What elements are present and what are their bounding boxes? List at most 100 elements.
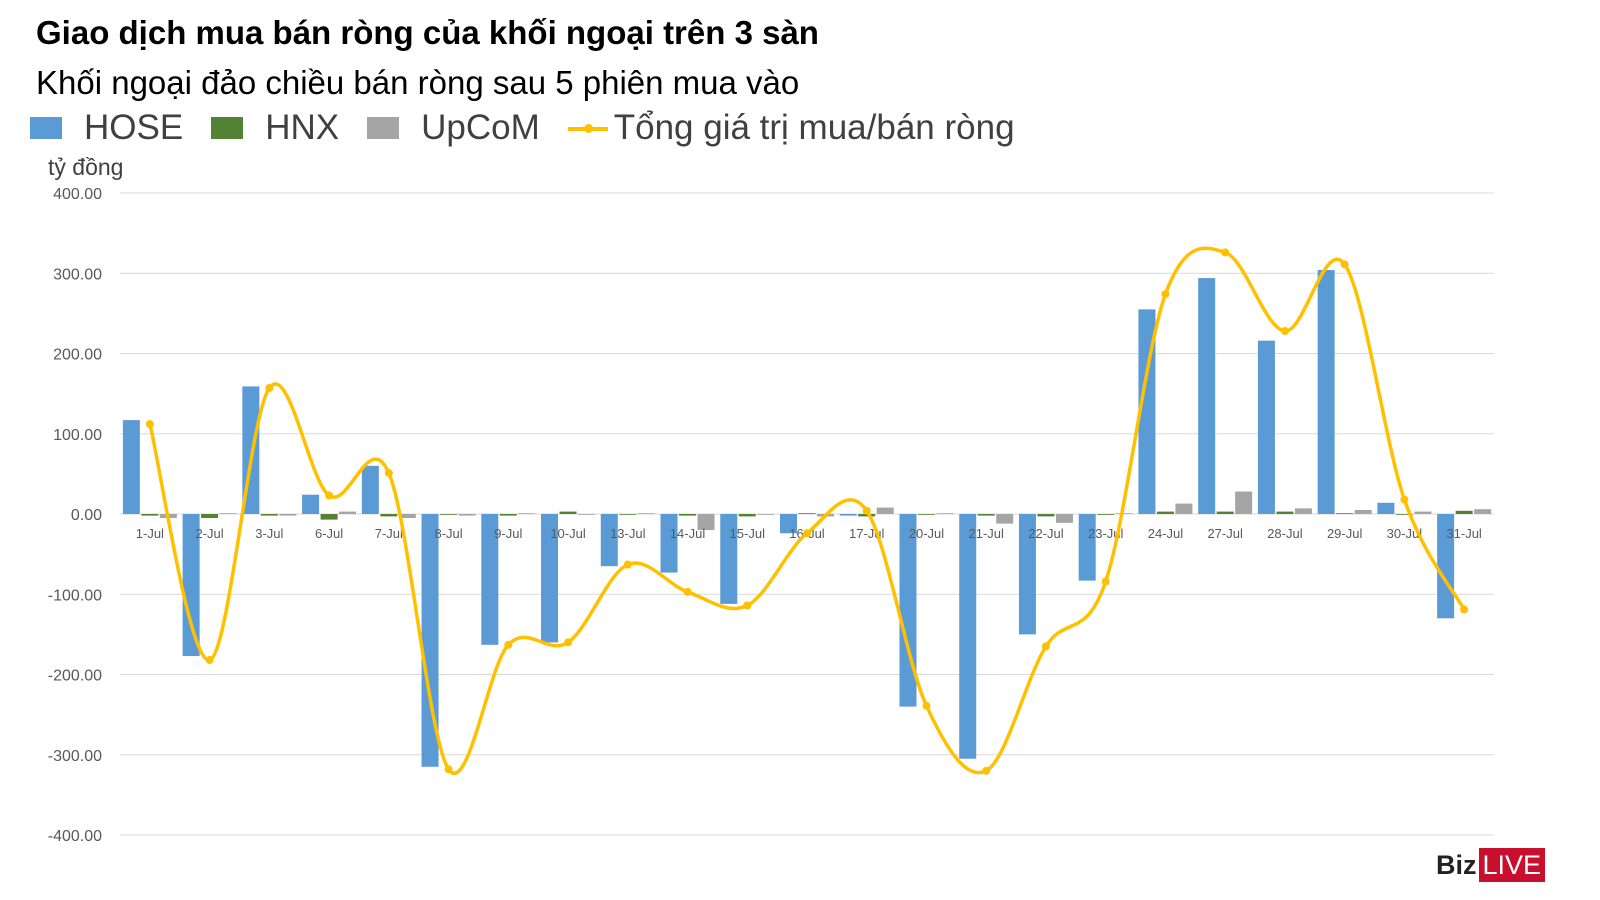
bar-hose	[421, 514, 439, 767]
total-point	[564, 638, 573, 647]
total-point	[1221, 248, 1230, 257]
legend-swatch-total	[567, 117, 608, 139]
x-tick-label: 8-Jul	[434, 526, 462, 541]
total-point	[205, 656, 214, 665]
legend-label-hnx: HNX	[265, 108, 340, 147]
y-tick-label: 200.00	[53, 347, 102, 364]
bar-hnx	[798, 513, 816, 514]
bar-hnx	[440, 514, 458, 515]
bar-upcom	[518, 513, 536, 514]
bar-hose	[600, 514, 618, 567]
x-tick-label: 6-Jul	[315, 526, 343, 541]
bar-hnx	[1276, 511, 1294, 514]
bar-hnx	[679, 514, 697, 516]
total-point	[444, 765, 453, 774]
logo-text-biz: Biz	[1436, 850, 1477, 880]
bar-hose	[899, 514, 917, 707]
bar-upcom	[339, 511, 357, 514]
bar-hnx	[380, 514, 398, 517]
bar-hose	[780, 514, 797, 534]
bar-upcom	[1235, 491, 1253, 514]
bizlive-logo: Biz LIVE	[1436, 848, 1546, 882]
bar-hose	[302, 494, 320, 514]
total-point	[1101, 577, 1110, 586]
total-point	[1280, 327, 1289, 336]
total-point	[803, 529, 811, 538]
x-tick-label: 20-Jul	[909, 526, 945, 541]
bar-upcom	[398, 514, 416, 519]
y-axis-unit-label: tỷ đồng	[48, 154, 124, 180]
bar-hose	[361, 465, 379, 514]
bar-upcom	[279, 514, 297, 516]
bar-hose	[1437, 514, 1455, 619]
x-tick-label: 22-Jul	[1028, 526, 1064, 541]
bar-hose	[122, 420, 140, 514]
x-tick-label: 1-Jul	[136, 526, 164, 541]
total-point	[683, 587, 692, 596]
bar-hose	[720, 514, 738, 604]
bar-hose	[1317, 270, 1335, 514]
bar-upcom	[1354, 509, 1372, 514]
bar-hnx	[1455, 510, 1473, 514]
total-point	[1340, 260, 1349, 269]
total-point	[1161, 290, 1170, 299]
bar-upcom	[219, 513, 237, 514]
bar-hnx	[559, 511, 577, 514]
bar-hose	[182, 514, 200, 657]
x-tick-label: 10-Jul	[550, 526, 586, 541]
bar-hnx	[1216, 511, 1234, 514]
x-tick-label: 29-Jul	[1327, 526, 1363, 541]
bar-upcom	[996, 514, 1014, 524]
bar-upcom	[1414, 511, 1432, 514]
bar-hose	[1138, 309, 1156, 514]
bar-upcom	[1055, 514, 1073, 523]
x-tick-label: 2-Jul	[196, 526, 224, 541]
x-tick-label: 24-Jul	[1148, 526, 1184, 541]
x-tick-label: 28-Jul	[1267, 526, 1303, 541]
bar-hose	[1018, 514, 1036, 635]
logo-text-live: LIVE	[1478, 848, 1546, 882]
total-point	[922, 701, 931, 710]
legend: HOSE HNX UpCoM Tổng giá trị mua/bán ròng	[30, 108, 1043, 148]
x-tick-label: 9-Jul	[494, 526, 522, 541]
total-point	[1041, 642, 1050, 651]
bar-hnx	[1037, 514, 1055, 517]
x-tick-label: 23-Jul	[1088, 526, 1124, 541]
bar-hnx	[1395, 514, 1413, 515]
chart-subtitle: Khối ngoại đảo chiều bán ròng sau 5 phiê…	[36, 64, 800, 101]
bar-hnx	[320, 514, 338, 520]
bar-hose	[1198, 278, 1216, 514]
x-tick-label: 27-Jul	[1207, 526, 1243, 541]
bar-hnx	[260, 514, 278, 516]
total-point	[982, 766, 991, 775]
bar-upcom	[1294, 508, 1312, 514]
legend-swatch-upcom	[367, 117, 400, 139]
bar-hnx	[141, 514, 159, 516]
chart-title: Giao dịch mua bán ròng của khối ngoại tr…	[36, 14, 819, 51]
x-tick-label: 3-Jul	[255, 526, 283, 541]
bar-hnx	[917, 514, 935, 515]
bar-hose	[541, 514, 559, 643]
bar-hose	[660, 514, 678, 573]
bar-hose	[959, 514, 977, 759]
bar-upcom	[936, 513, 954, 514]
legend-item-total: Tổng giá trị mua/bán ròng	[567, 108, 1015, 148]
bar-hnx	[1097, 514, 1115, 515]
total-point	[1400, 495, 1409, 504]
y-tick-label: 300.00	[53, 266, 102, 283]
bar-hnx	[1156, 511, 1174, 514]
bar-upcom	[1474, 509, 1492, 514]
bar-hose	[1377, 502, 1395, 514]
bar-upcom	[697, 514, 715, 531]
bar-hnx	[858, 514, 876, 517]
bar-upcom	[757, 514, 775, 515]
y-tick-label: -400.00	[48, 828, 102, 845]
legend-item-hnx: HNX	[211, 108, 339, 148]
y-tick-label: 100.00	[53, 427, 102, 444]
legend-label-total: Tổng giá trị mua/bán ròng	[613, 108, 1015, 147]
legend-swatch-hose	[30, 117, 62, 139]
bar-upcom	[876, 507, 894, 514]
x-tick-label: 7-Jul	[375, 526, 403, 541]
x-tick-label: 31-Jul	[1446, 526, 1482, 541]
